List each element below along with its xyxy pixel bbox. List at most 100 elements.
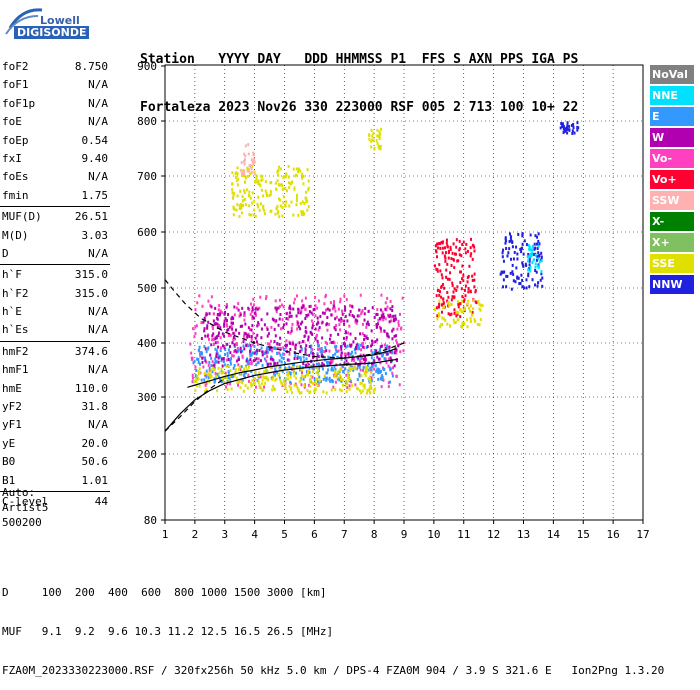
- echo-point: [536, 235, 539, 239]
- echo-point: [511, 263, 514, 267]
- param-name: fmin: [2, 188, 29, 202]
- echo-point: [213, 322, 216, 326]
- param-row: B1 1.01: [0, 472, 110, 490]
- echo-point: [280, 360, 283, 364]
- echo-point: [353, 315, 356, 319]
- echo-point: [302, 182, 305, 186]
- param-name: foF2: [2, 60, 29, 73]
- echo-point: [261, 388, 264, 392]
- echo-point: [249, 164, 252, 168]
- param-value: 315.0: [74, 268, 108, 282]
- echo-point: [249, 172, 252, 176]
- echo-point: [205, 360, 208, 364]
- echo-point: [369, 384, 372, 388]
- echo-point: [538, 254, 541, 258]
- echo-point: [473, 318, 476, 322]
- echo-point: [341, 378, 344, 382]
- echo-point: [257, 361, 260, 365]
- echo-point: [571, 123, 574, 127]
- echo-point: [515, 266, 518, 270]
- echo-point: [219, 309, 222, 313]
- echo-point: [335, 349, 338, 353]
- echo-point: [193, 359, 196, 363]
- echo-point: [366, 337, 369, 341]
- param-name: foE: [2, 115, 22, 129]
- y-tick-label: 80: [144, 514, 157, 527]
- echo-point: [397, 323, 400, 327]
- echo-point: [284, 377, 287, 381]
- param-row: h`F 315.0: [0, 266, 110, 284]
- echo-point: [311, 322, 314, 326]
- echo-point: [314, 314, 317, 318]
- param-name: h`F2: [2, 286, 29, 300]
- echo-point: [338, 378, 341, 382]
- echo-point: [254, 371, 257, 375]
- echo-point: [356, 378, 359, 382]
- legend-item: NNE: [650, 86, 694, 105]
- echo-point: [573, 131, 576, 135]
- echo-point: [250, 310, 253, 314]
- param-value: 20.0: [81, 436, 109, 450]
- echo-point: [350, 366, 353, 370]
- echo-point: [259, 375, 262, 379]
- echo-point: [331, 379, 334, 383]
- echo-point: [311, 324, 314, 328]
- echo-point: [203, 329, 206, 333]
- echo-point: [326, 342, 329, 346]
- echo-point: [357, 363, 360, 367]
- echo-point: [508, 232, 511, 236]
- echo-point: [265, 192, 268, 196]
- echo-point: [345, 359, 348, 363]
- echo-point: [529, 266, 532, 270]
- echo-point: [443, 254, 446, 258]
- echo-point: [351, 354, 354, 358]
- echo-point: [213, 361, 216, 365]
- echo-point: [316, 306, 319, 310]
- echo-point: [335, 315, 338, 319]
- echo-point: [266, 342, 269, 346]
- echo-point: [285, 312, 288, 316]
- echo-point: [250, 158, 253, 162]
- echo-point: [444, 256, 447, 260]
- param-row: hmE 110.0: [0, 380, 110, 398]
- echo-point: [350, 358, 353, 362]
- echo-point: [281, 184, 284, 188]
- echo-point: [253, 160, 256, 164]
- param-value: 8.750: [74, 60, 108, 73]
- echo-point: [446, 277, 449, 281]
- echo-point: [252, 331, 255, 335]
- echo-point: [266, 355, 269, 359]
- echo-point: [250, 167, 253, 171]
- echo-point: [276, 204, 279, 208]
- echo-point: [296, 355, 299, 359]
- echo-point: [571, 129, 574, 133]
- echo-point: [394, 314, 397, 318]
- echo-point: [223, 334, 226, 338]
- echo-point: [441, 303, 444, 307]
- echo-point: [344, 314, 347, 318]
- echo-point: [445, 241, 448, 245]
- echo-point: [367, 309, 370, 313]
- echo-point: [527, 243, 530, 247]
- echo-point: [203, 378, 206, 382]
- echo-point: [317, 373, 320, 377]
- echo-point: [464, 251, 467, 255]
- echo-point: [286, 358, 289, 362]
- echo-point: [227, 348, 230, 352]
- echo-point: [276, 211, 279, 215]
- echo-point: [299, 358, 302, 362]
- echo-point: [466, 276, 469, 280]
- echo-point: [337, 370, 340, 374]
- echo-point: [435, 267, 438, 271]
- echo-point: [537, 239, 540, 243]
- echo-point: [324, 295, 327, 299]
- echo-point: [375, 349, 378, 353]
- echo-point: [212, 319, 215, 323]
- echo-point: [376, 308, 379, 312]
- echo-point: [305, 373, 308, 377]
- echo-point: [284, 387, 287, 391]
- echo-point: [391, 309, 394, 313]
- echo-point: [313, 390, 316, 394]
- echo-point: [231, 188, 234, 192]
- echo-point: [300, 383, 303, 387]
